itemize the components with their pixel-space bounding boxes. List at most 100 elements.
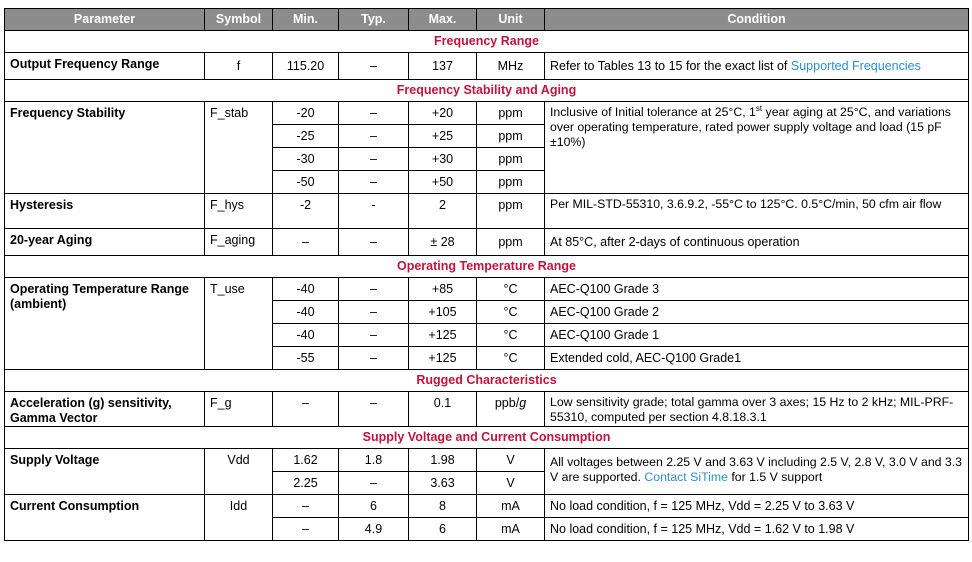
condition-text: All voltages between 2.25 V and 3.63 V i… xyxy=(550,455,963,484)
condition: AEC-Q100 Grade 3 xyxy=(544,277,969,301)
min-value: -40 xyxy=(272,277,339,301)
typ-value: – xyxy=(338,323,409,347)
param-name: Acceleration (g) sensitivity, Gamma Vect… xyxy=(4,391,205,427)
max-value: +50 xyxy=(408,170,477,194)
min-value: 1.62 xyxy=(272,448,339,472)
header-symbol: Symbol xyxy=(204,8,273,31)
header-max: Max. xyxy=(408,8,477,31)
symbol: F_g xyxy=(204,391,273,427)
typ-value: 1.8 xyxy=(338,448,409,472)
typ-value: – xyxy=(338,52,409,80)
symbol: F_aging xyxy=(204,228,273,256)
unit: °C xyxy=(476,300,545,324)
table-row: Frequency Stability F_stab -20 – +20 ppm… xyxy=(4,101,969,194)
min-value: 2.25 xyxy=(272,471,339,495)
supported-frequencies-link[interactable]: Supported Frequencies xyxy=(790,58,921,73)
table-row: – 4.9 6 mA No load condition, f = 125 MH… xyxy=(5,517,969,541)
condition-text: year aging at 25°C, and variations over … xyxy=(550,105,951,149)
unit: ppm xyxy=(476,170,545,194)
min-value: – xyxy=(272,517,339,541)
param-name: 20-year Aging xyxy=(4,228,205,256)
param-name: Hysteresis xyxy=(4,193,205,229)
max-value: +85 xyxy=(408,277,477,301)
condition: At 85°C, after 2-days of continuous oper… xyxy=(544,228,969,256)
unit: V xyxy=(476,448,545,472)
typ-value: – xyxy=(338,471,409,495)
typ-value: – xyxy=(338,124,409,148)
table-row: 2.25 – 3.63 V xyxy=(5,471,969,495)
max-value: 137 xyxy=(408,52,477,80)
typ-value: – xyxy=(338,228,409,256)
typ-value: – xyxy=(338,346,409,370)
min-value: -50 xyxy=(272,170,339,194)
param-name: Frequency Stability xyxy=(4,101,205,194)
symbol: Idd xyxy=(204,494,273,541)
section-frequency-stability: Frequency Stability and Aging xyxy=(4,79,969,102)
max-value: +105 xyxy=(408,300,477,324)
section-frequency-range: Frequency Range xyxy=(4,30,969,53)
unit: mA xyxy=(476,494,545,518)
typ-value: 6 xyxy=(338,494,409,518)
typ-value: – xyxy=(338,277,409,301)
condition: No load condition, f = 125 MHz, Vdd = 2.… xyxy=(544,494,969,518)
max-value: 2 xyxy=(408,193,477,229)
typ-value: – xyxy=(338,147,409,171)
min-value: -2 xyxy=(272,193,339,229)
table-row: Operating Temperature Range (ambient) T_… xyxy=(4,277,969,370)
symbol: F_hys xyxy=(204,193,273,229)
max-value: +30 xyxy=(408,147,477,171)
max-value: 3.63 xyxy=(408,471,477,495)
unit: MHz xyxy=(476,52,545,80)
unit: °C xyxy=(476,346,545,370)
unit: ppb/g xyxy=(476,391,545,427)
typ-value: – xyxy=(338,391,409,427)
section-supply-voltage: Supply Voltage and Current Consumption xyxy=(4,426,969,449)
condition: AEC-Q100 Grade 1 xyxy=(544,323,969,347)
contact-sitime-link[interactable]: Contact SiTime xyxy=(644,470,728,484)
symbol: F_stab xyxy=(204,101,273,194)
electrical-spec-table: Parameter Symbol Min. Typ. Max. Unit Con… xyxy=(4,8,969,541)
max-value: +20 xyxy=(408,101,477,125)
min-value: – xyxy=(272,391,339,427)
header-parameter: Parameter xyxy=(4,8,205,31)
header-unit: Unit xyxy=(476,8,545,31)
typ-value: – xyxy=(338,300,409,324)
unit: ppm xyxy=(476,193,545,229)
symbol: Vdd xyxy=(204,448,273,495)
condition: Per MIL-STD-55310, 3.6.9.2, -55°C to 125… xyxy=(544,193,969,229)
param-name: Output Frequency Range xyxy=(4,52,205,80)
min-value: -30 xyxy=(272,147,339,171)
table-row: Current Consumption Idd – 6 8 mA No load… xyxy=(4,494,969,541)
max-value: +25 xyxy=(408,124,477,148)
table-row: -40 – +105 °C AEC-Q100 Grade 2 xyxy=(5,300,969,324)
typ-value: - xyxy=(338,193,409,229)
min-value: -40 xyxy=(272,300,339,324)
param-name: Operating Temperature Range (ambient) xyxy=(4,277,205,370)
typ-value: 4.9 xyxy=(338,517,409,541)
min-value: -40 xyxy=(272,323,339,347)
unit: ppm xyxy=(476,147,545,171)
section-operating-temperature: Operating Temperature Range xyxy=(4,255,969,278)
param-name: Supply Voltage xyxy=(4,448,205,495)
typ-value: – xyxy=(338,101,409,125)
unit-g: g xyxy=(519,396,527,410)
unit: ppm xyxy=(476,228,545,256)
max-value: ± 28 xyxy=(408,228,477,256)
unit: °C xyxy=(476,323,545,347)
unit: ppm xyxy=(476,101,545,125)
max-value: 6 xyxy=(408,517,477,541)
header-row: Parameter Symbol Min. Typ. Max. Unit Con… xyxy=(4,8,969,31)
condition: No load condition, f = 125 MHz, Vdd = 1.… xyxy=(544,517,969,541)
condition-text: for 1.5 V support xyxy=(727,470,823,484)
condition: AEC-Q100 Grade 2 xyxy=(544,300,969,324)
min-value: 115.20 xyxy=(272,52,339,80)
header-condition: Condition xyxy=(544,8,969,31)
unit: V xyxy=(476,471,545,495)
max-value: +125 xyxy=(408,323,477,347)
table-row: Output Frequency Range f 115.20 – 137 MH… xyxy=(4,52,969,80)
param-name: Current Consumption xyxy=(4,494,205,541)
table-row: Acceleration (g) sensitivity, Gamma Vect… xyxy=(4,391,969,427)
table-row: 20-year Aging F_aging – – ± 28 ppm At 85… xyxy=(4,228,969,256)
header-typ: Typ. xyxy=(338,8,409,31)
header-min: Min. xyxy=(272,8,339,31)
